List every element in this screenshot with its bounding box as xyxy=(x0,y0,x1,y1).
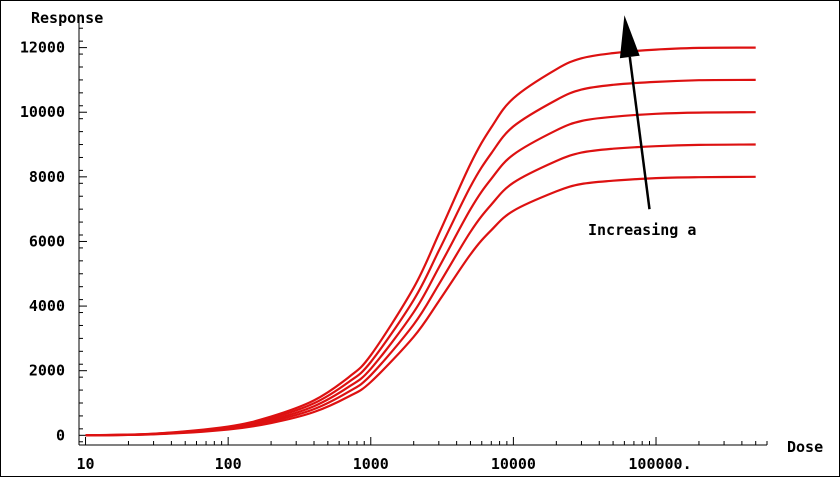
response-curve-4 xyxy=(85,78,756,437)
response-curve-1 xyxy=(85,175,756,437)
y-tick-label: 2000 xyxy=(29,362,65,380)
x-tick-label: 1000 xyxy=(353,455,389,473)
y-tick-label: 12000 xyxy=(20,39,65,57)
x-axis-title: Dose xyxy=(787,438,823,456)
arrow-shaft xyxy=(628,56,651,210)
annotation-increasing-a: Increasing a xyxy=(588,221,696,239)
arrow-layer xyxy=(619,15,651,210)
x-tick-label: 100 xyxy=(215,455,242,473)
y-tick-label: 0 xyxy=(56,426,65,444)
response-curve-3 xyxy=(85,111,756,437)
y-tick-label: 8000 xyxy=(29,168,65,186)
x-tick-label: 10 xyxy=(76,455,94,473)
response-curve-2 xyxy=(85,143,756,437)
y-tick-label: 4000 xyxy=(29,297,65,315)
x-tick-label: 100000. xyxy=(628,455,691,473)
curves xyxy=(85,46,756,437)
x-tick-label: 10000 xyxy=(491,455,536,473)
response-curve-5 xyxy=(85,46,756,437)
y-tick-label: 6000 xyxy=(29,232,65,250)
arrow-head xyxy=(619,15,640,59)
axes: 0 2000 4000 6000 8000 10000 12000 10 100 1000 1000… xyxy=(20,15,768,473)
y-tick-label: 10000 xyxy=(20,103,65,121)
y-axis-title: Response xyxy=(31,9,103,27)
